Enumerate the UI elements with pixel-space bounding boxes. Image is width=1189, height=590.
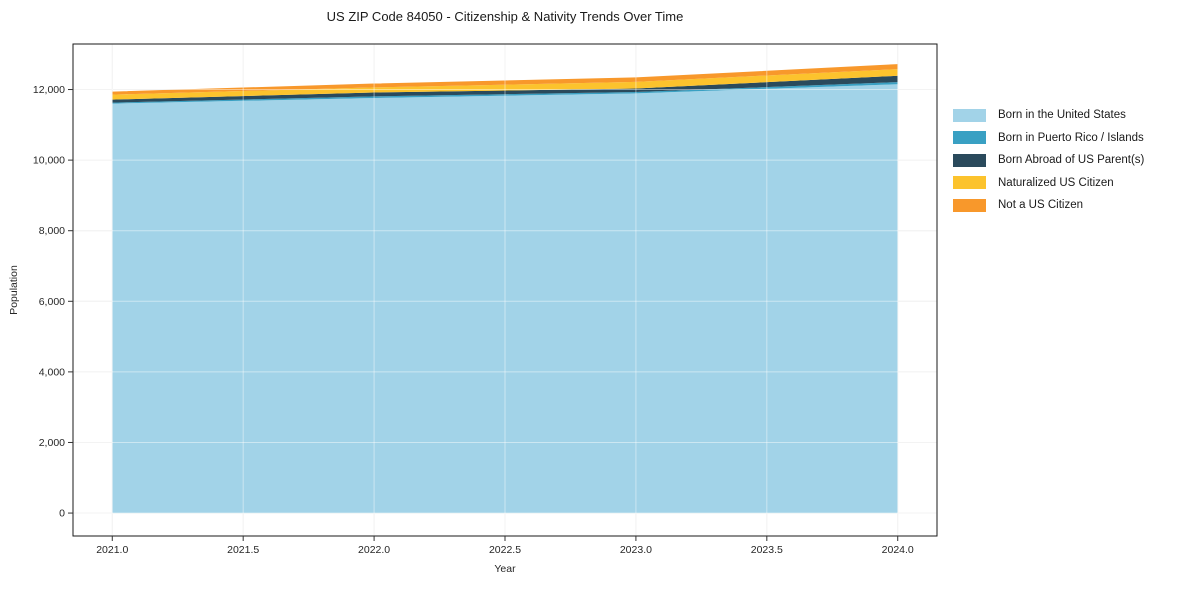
x-tick-label: 2023.0 <box>620 544 652 556</box>
chart-title: US ZIP Code 84050 - Citizenship & Nativi… <box>326 9 684 24</box>
legend-item: Born in Puerto Rico / Islands <box>953 127 1144 150</box>
legend-item: Born Abroad of US Parent(s) <box>953 149 1144 172</box>
y-tick-label: 8,000 <box>39 225 65 237</box>
legend-label: Born in the United States <box>998 109 1126 122</box>
legend-swatch <box>953 131 986 145</box>
legend-item: Born in the United States <box>953 104 1144 127</box>
legend-swatch <box>953 198 986 212</box>
legend-swatch <box>953 176 986 190</box>
legend-swatch <box>953 153 986 167</box>
x-tick-label: 2024.0 <box>882 544 914 556</box>
y-tick-label: 10,000 <box>33 155 65 167</box>
legend-swatch <box>953 108 986 122</box>
legend-label: Naturalized US Citizen <box>998 176 1114 189</box>
legend-item: Not a US Citizen <box>953 194 1144 217</box>
y-tick-label: 12,000 <box>33 84 65 96</box>
x-axis-label: Year <box>494 563 516 575</box>
legend-label: Born Abroad of US Parent(s) <box>998 154 1145 167</box>
area-series-born-in-puerto-rico-islands <box>112 82 898 104</box>
legend-label: Not a US Citizen <box>998 199 1084 212</box>
area-series-naturalized-us-citizen <box>112 69 898 100</box>
x-tick-label: 2021.0 <box>96 544 128 556</box>
x-tick-label: 2022.0 <box>358 544 390 556</box>
y-tick-label: 2,000 <box>39 437 65 449</box>
area-series-not-a-us-citizen <box>112 64 898 95</box>
y-tick-label: 6,000 <box>39 296 65 308</box>
area-series-born-abroad-of-us-parent-s <box>112 75 898 103</box>
x-tick-label: 2023.5 <box>751 544 783 556</box>
y-axis-label: Population <box>8 265 20 315</box>
legend-label: Born in Puerto Rico / Islands <box>998 131 1144 144</box>
x-tick-label: 2022.5 <box>489 544 521 556</box>
y-tick-label: 0 <box>59 508 65 520</box>
legend-item: Naturalized US Citizen <box>953 172 1144 195</box>
x-tick-label: 2021.5 <box>227 544 259 556</box>
area-series-born-in-the-united-states <box>112 84 898 514</box>
y-tick-label: 4,000 <box>39 366 65 378</box>
legend: Born in the United States Born in Puerto … <box>953 104 1144 217</box>
